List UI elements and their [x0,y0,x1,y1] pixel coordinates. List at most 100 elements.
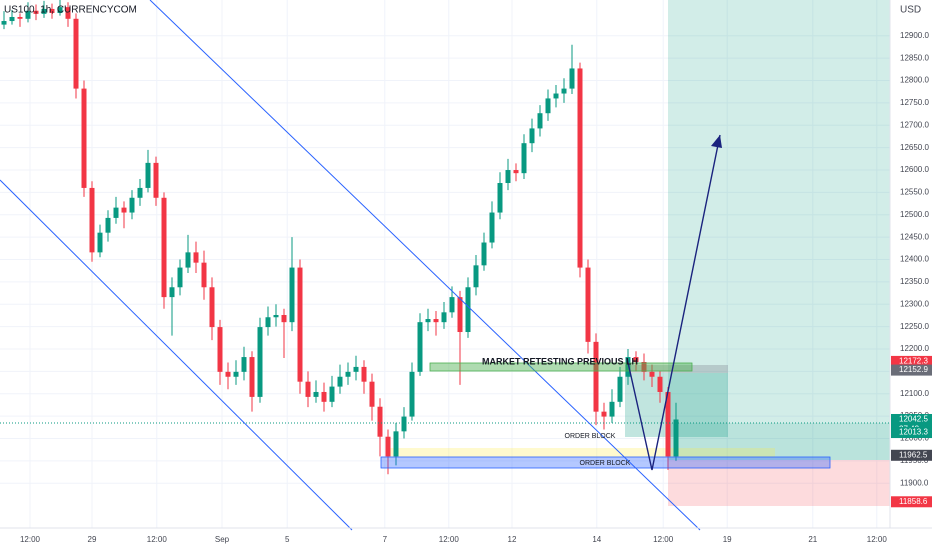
y-tick-label: 12350.0 [900,277,929,286]
candle-body [345,371,351,377]
candle-body [145,162,151,188]
candle-body [553,93,559,99]
candle-body [153,162,159,198]
x-tick-label: 12:00 [147,535,168,544]
candle-body [17,17,23,19]
candle-body [217,327,223,372]
y-tick-label: 12600.0 [900,165,929,174]
x-tick-label: 21 [808,535,817,544]
candle-body [529,128,535,144]
x-tick-label: 29 [88,535,97,544]
candle-body [521,143,527,174]
candle-body [113,207,119,218]
y-tick-label: 12550.0 [900,188,929,197]
candle-body [249,357,255,397]
y-tick-label: 12450.0 [900,232,929,241]
candle-body [617,376,623,402]
candle-body [561,88,567,94]
grid [0,0,890,528]
price-tag [891,449,932,461]
candle-body [281,315,287,323]
candle-body [385,436,391,457]
x-tick-label: 19 [723,535,732,544]
candle-body [89,187,95,253]
candle-body [73,18,79,89]
candle-body [353,366,359,372]
price-tag [891,496,932,508]
y-tick-label: 12800.0 [900,76,929,85]
price-tag-label: 11962.5 [899,450,928,459]
x-tick-label: 12 [508,535,517,544]
candle-body [97,232,103,253]
candle-body [1,21,7,25]
candle-body [265,317,271,328]
candle-body [449,297,455,313]
y-tick-label: 11900.0 [900,478,929,487]
candle-body [593,341,599,412]
candle-body [505,170,511,184]
candle-body [361,366,367,382]
y-tick-label: 12900.0 [900,31,929,40]
retest-zone [429,362,693,372]
candle-body [257,327,263,397]
candle-body [193,252,199,263]
price-tags: 12172.312152.912042.527:4212013.311962.5… [891,355,932,508]
candle-body [657,376,663,392]
y-tick-label: 12650.0 [900,143,929,152]
candle-body [545,98,551,114]
candle-body [225,371,231,377]
candle-body [473,265,479,288]
candle-body [665,391,671,457]
price-tag [891,364,932,376]
candle-body [273,315,279,318]
candle-body [33,10,39,14]
drawings-front: MARKET RETESTING PREVIOUS LH ORDER BLOCK… [0,0,890,531]
candle-body [337,376,343,387]
y-tick-label: 12000.0 [900,434,929,443]
small-stop-zone [625,365,728,373]
price-tag [891,427,932,439]
x-tick-label: 12:00 [20,535,41,544]
candle-body [129,197,135,213]
x-tick-label: 12:00 [653,535,674,544]
candle-body [377,406,383,437]
candle-body [105,217,111,233]
x-tick-label: 12:00 [439,535,460,544]
yellow-zone [390,448,775,457]
candle-body [169,287,175,298]
candle-body [9,17,15,22]
candle-body [297,267,303,382]
candle-body [25,10,31,19]
candle-body [233,371,239,377]
y-tick-label: 12400.0 [900,255,929,264]
chart-title: US100, 1h, CURRENCYCOM [4,5,137,16]
price-tag-label: 12172.3 [899,357,928,366]
candle-body [121,207,127,213]
candle-body [313,391,319,397]
y-tick-label: 12750.0 [900,98,929,107]
candle-body [649,371,655,377]
candle-body [65,7,71,19]
candle-body [465,287,471,333]
order-block-zone [380,456,831,469]
candle-body [41,8,47,14]
candle-body [433,319,439,323]
candle-body [161,197,167,298]
price-tag-label: 12013.3 [899,428,928,437]
x-tick-label: 7 [383,535,388,544]
candle-body [209,287,215,328]
candle-body [177,267,183,288]
candle-body [537,113,543,129]
candle-body [441,312,447,323]
candle-body [601,411,607,417]
candle-body [393,431,399,457]
price-tag [891,355,932,367]
candle-body [201,262,207,288]
candle-body [641,361,647,372]
y-tick-label: 12500.0 [900,210,929,219]
candle-body [137,187,143,198]
entry-zone [668,423,890,460]
candle-body [417,322,423,372]
